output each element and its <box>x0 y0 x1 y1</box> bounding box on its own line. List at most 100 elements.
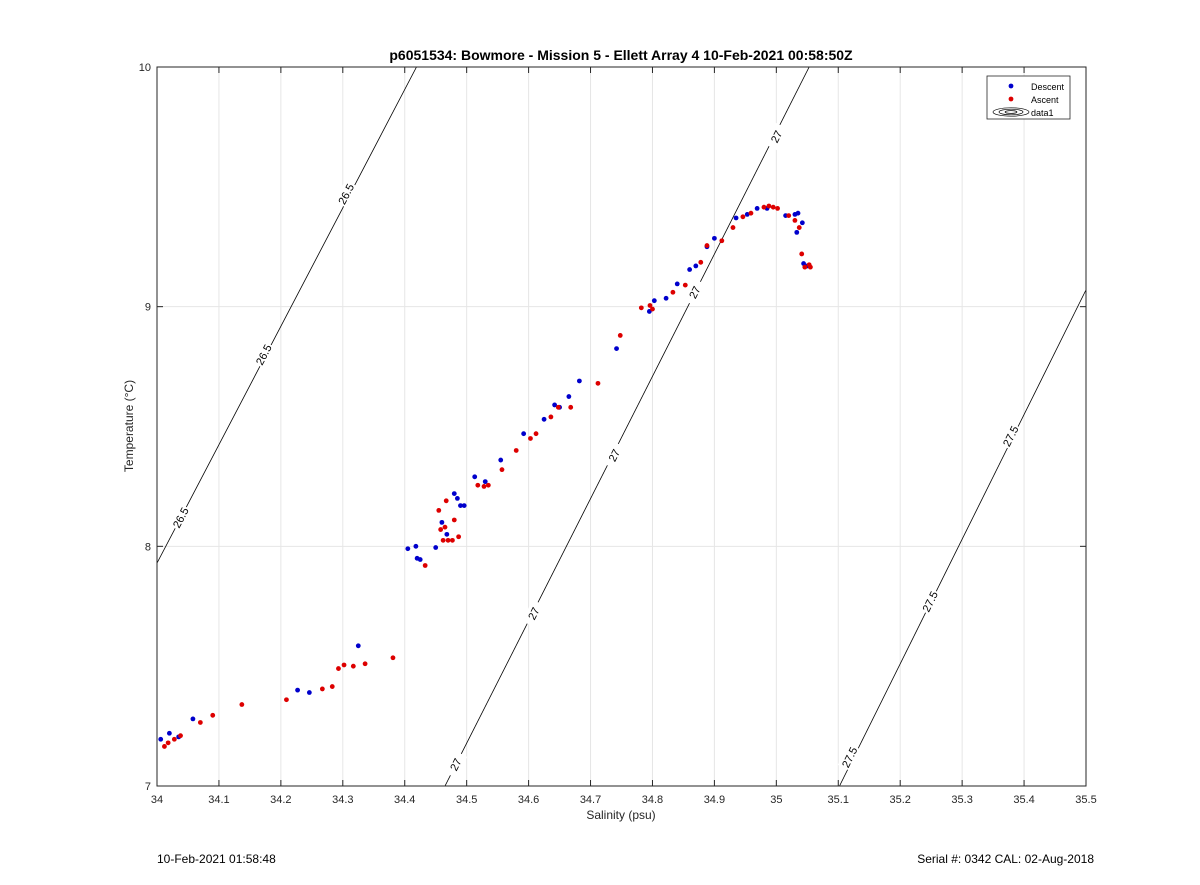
ascent-point <box>568 404 574 410</box>
ascent-point <box>740 214 746 220</box>
descent-point <box>674 281 680 287</box>
descent-point <box>795 210 801 216</box>
ascent-point <box>450 537 455 543</box>
legend-ascent-label: Ascent <box>1031 95 1059 105</box>
descent-point <box>444 531 450 537</box>
x-tick-label: 35.5 <box>1075 794 1096 806</box>
footer-timestamp: 10-Feb-2021 01:58:48 <box>157 852 276 866</box>
descent-point <box>663 295 669 301</box>
descent-point <box>190 716 196 722</box>
descent-point <box>413 543 419 549</box>
ascent-point <box>499 467 505 473</box>
y-tick-label: 8 <box>145 541 151 553</box>
y-axis-label: Temperature (°C) <box>122 380 136 472</box>
descent-point <box>733 215 739 221</box>
descent-point <box>158 736 164 742</box>
descent-point <box>794 229 800 235</box>
descent-point <box>306 690 312 695</box>
descent-point <box>417 557 423 562</box>
ascent-point <box>456 534 462 540</box>
ascent-point <box>341 662 347 668</box>
ascent-point <box>475 482 481 488</box>
descent-point <box>458 503 463 508</box>
contour-line-27 <box>444 67 810 786</box>
descent-point <box>541 416 547 422</box>
ascent-point <box>670 289 676 295</box>
ascent-point <box>336 666 341 671</box>
ascent-point <box>719 238 725 244</box>
descent-point <box>552 402 558 408</box>
descent-point <box>521 431 527 437</box>
ascent-point <box>638 305 644 311</box>
ascent-point <box>698 259 704 265</box>
legend-ascent-marker <box>1008 96 1014 102</box>
data-points <box>158 203 813 749</box>
ascent-point <box>390 655 396 661</box>
x-tick-label: 34.7 <box>580 794 601 806</box>
contour-label-text: 27 <box>526 606 542 622</box>
legend-contour-icon <box>992 107 1030 117</box>
ascent-point <box>786 213 792 218</box>
contour-label: 27 <box>602 441 626 470</box>
contour-label-bg <box>443 750 468 779</box>
ascent-point <box>647 303 653 308</box>
descent-point <box>439 519 445 525</box>
ascent-point <box>162 744 167 749</box>
ascent-point <box>350 663 356 669</box>
ascent-point <box>528 436 533 441</box>
ascent-point <box>796 225 802 230</box>
descent-point <box>651 298 657 304</box>
contour-label-bg <box>602 441 626 470</box>
descent-point <box>355 643 361 649</box>
ascent-point <box>799 251 805 257</box>
contour-label-bg <box>998 422 1023 450</box>
contour-line-26-5 <box>157 67 417 564</box>
ascent-point <box>704 243 710 248</box>
x-axis-label: Salinity (psu) <box>586 808 655 822</box>
x-tick-label: 35.4 <box>1013 794 1034 806</box>
ascent-point <box>319 686 325 692</box>
ascent-point <box>362 661 368 667</box>
descent-point <box>461 503 467 508</box>
density-contours <box>157 67 1086 786</box>
ascent-point <box>210 712 216 718</box>
x-tick-label: 34.8 <box>642 794 663 806</box>
ascent-point <box>422 563 428 568</box>
contour-label-text: 27 <box>769 129 785 145</box>
ascent-point <box>617 333 623 338</box>
x-tick-label: 34.2 <box>270 794 291 806</box>
footer-serial-cal: Serial #: 0342 CAL: 02-Aug-2018 <box>917 852 1094 866</box>
chart-title: p6051534: Bowmore - Mission 5 - Ellett A… <box>389 47 853 63</box>
legend-box <box>986 75 1071 120</box>
ascent-point <box>761 204 767 210</box>
descent-point <box>454 496 460 501</box>
x-tick-label: 34.1 <box>208 794 229 806</box>
plot-area <box>157 67 1086 786</box>
x-tick-label: 35.1 <box>828 794 849 806</box>
x-tick-label: 35.2 <box>889 794 910 806</box>
ascent-point <box>485 482 491 488</box>
ascent-point <box>438 527 444 532</box>
contour-line-27-5 <box>839 289 1086 786</box>
descent-point <box>405 546 411 552</box>
y-tick-label: 9 <box>145 302 151 314</box>
contour-label-text: 27 <box>607 448 623 464</box>
ascent-point <box>595 380 601 386</box>
legend-data1-label: data1 <box>1031 108 1054 118</box>
contour-label-bg <box>334 180 358 208</box>
ascent-point <box>792 217 798 223</box>
x-tick-label: 34.3 <box>332 794 353 806</box>
ascent-point <box>443 498 449 504</box>
descent-point <box>799 220 805 226</box>
descent-point <box>433 545 439 550</box>
ascent-point <box>197 720 203 725</box>
legend: Descent Ascent data1 <box>986 75 1071 120</box>
contour-label-bg <box>251 340 276 369</box>
ascent-point <box>165 740 171 746</box>
contour-label: 27 <box>443 750 468 779</box>
contour-label-bg <box>837 743 862 772</box>
ascent-point <box>171 736 177 742</box>
ascent-point <box>436 507 442 513</box>
ascent-point <box>329 684 335 689</box>
